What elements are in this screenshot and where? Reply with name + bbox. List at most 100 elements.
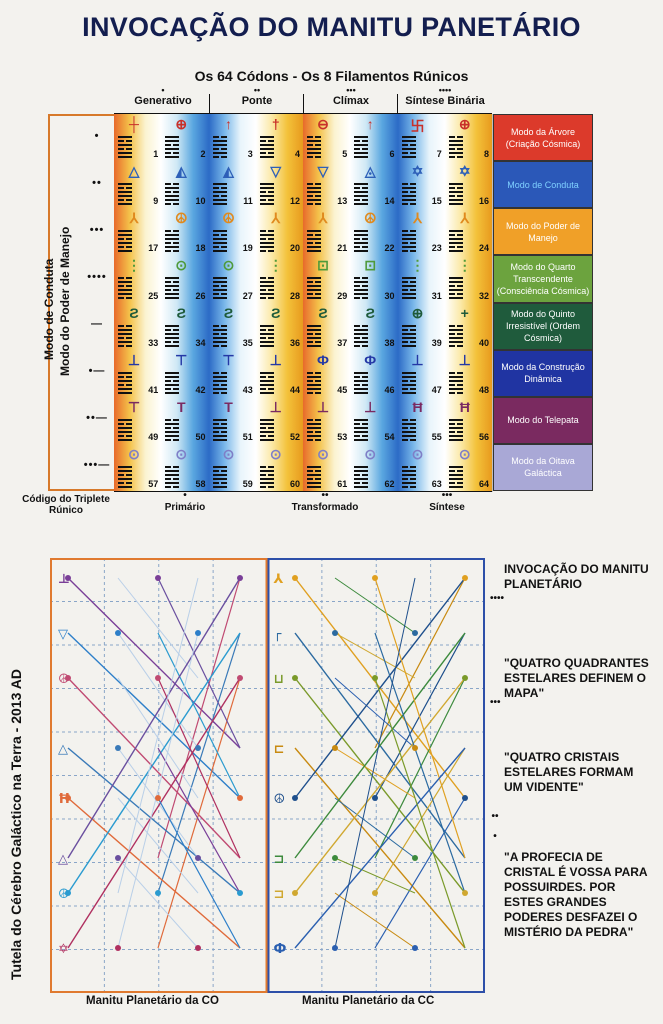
rune-glyph-icon: △ <box>58 852 68 867</box>
hexagram-icon <box>118 136 132 160</box>
hexagram-icon <box>259 371 274 396</box>
node-dot <box>462 890 468 896</box>
footer-sintese-dots: ••• <box>441 490 453 501</box>
rune-glyph-icon: ☮ <box>58 887 70 902</box>
codon-cell: ⊙ 60 <box>255 443 304 492</box>
rune-glyph: ⋮ <box>457 257 472 274</box>
hexagram-icon <box>354 324 369 349</box>
rune-glyph-icon: ✡ <box>58 942 69 957</box>
footer-primario: Primário <box>164 502 206 513</box>
hexagram-icon <box>165 183 180 207</box>
node-dot <box>372 795 378 801</box>
codon-number: 16 <box>478 196 489 207</box>
rune-glyph: T <box>176 398 186 415</box>
hexagram-icon <box>448 465 463 490</box>
codon-cell: ↑ 6 <box>350 114 399 163</box>
manitu-line <box>67 632 241 894</box>
codon-cell: ⅄ 21 <box>303 208 352 257</box>
side-quote-quadrantes: "QUATRO QUADRANTES ESTELARES DEFINEM O M… <box>504 656 649 700</box>
hexagram-icon <box>165 136 180 160</box>
hexagram-icon <box>354 465 369 490</box>
rune-glyph: ⊡ <box>317 257 329 274</box>
codon-cell: ◭ 11 <box>208 161 257 210</box>
column-header-ponte: •• Ponte <box>241 85 273 108</box>
row-marker: ••• <box>89 223 105 236</box>
manitu-line <box>117 632 199 749</box>
hexagram-icon <box>448 230 463 254</box>
codon-cell: ⅄ 20 <box>255 208 304 257</box>
node-dot <box>462 675 468 681</box>
manitu-line <box>157 577 241 859</box>
rune-glyph: ⊙ <box>222 445 235 462</box>
manitu-line <box>157 677 241 859</box>
row-marker: ••— <box>86 412 108 425</box>
rune-glyph: ⅄ <box>460 210 470 227</box>
manitu-line <box>374 677 466 949</box>
codon-number: 24 <box>478 243 489 254</box>
hexagram-icon <box>354 418 369 443</box>
node-dot <box>115 945 121 951</box>
manitu-line <box>67 677 241 949</box>
codon-number: 9 <box>153 196 159 207</box>
rune-glyph: ⊕ <box>458 116 471 132</box>
hexagram-icon <box>401 277 416 301</box>
codon-cell: ⅄ 17 <box>114 208 163 257</box>
node-dot <box>155 795 161 801</box>
node-dot <box>412 630 418 636</box>
codon-number: 11 <box>243 196 253 207</box>
codon-number: 63 <box>431 479 442 489</box>
rune-glyph: ⊥ <box>364 398 377 415</box>
left-label-conduta: Modo de Conduta <box>42 258 56 360</box>
codon-cell: ┼ 1 <box>114 114 163 163</box>
codon-cell: ⊤ 42 <box>161 349 210 398</box>
hexagram-icon <box>354 277 369 301</box>
codon-cell: ⊙ 27 <box>208 255 257 304</box>
rune-glyph: ⊙ <box>175 445 188 462</box>
rune-glyph: ↑ <box>366 116 374 132</box>
node-dot <box>237 890 243 896</box>
manitu-line <box>374 632 466 894</box>
hexagram-icon <box>401 136 416 160</box>
rune-glyph: Ƨ <box>129 304 139 321</box>
node-dot <box>195 745 201 751</box>
hexagram-icon <box>354 371 369 396</box>
codon-number: 20 <box>289 243 300 254</box>
hexagram-icon <box>165 277 180 301</box>
codon-cell: Ƨ 34 <box>161 302 210 351</box>
hexagram-icon <box>165 371 180 396</box>
manitu-line <box>157 632 241 894</box>
node-dot <box>155 890 161 896</box>
codon-number: 19 <box>242 243 253 254</box>
manitu-line <box>117 747 199 859</box>
codon-cell: ⊙ 26 <box>161 255 210 304</box>
row-marker: •••— <box>83 459 111 472</box>
hexagram-icon <box>118 324 132 349</box>
codon-cell: △ 9 <box>114 161 163 210</box>
codon-number: 31 <box>431 290 442 301</box>
codon-cell: Ħ 56 <box>444 396 493 445</box>
codon-number: 10 <box>195 196 206 207</box>
rune-glyph: ⊥ <box>127 351 141 368</box>
rune-glyph: ⅄ <box>129 210 139 227</box>
manitu-line <box>374 577 466 749</box>
rune-glyph: ☮ <box>174 210 188 227</box>
rune-glyph: ⅄ <box>318 210 328 227</box>
hexagram-icon <box>448 277 463 301</box>
node-dot <box>412 745 418 751</box>
codon-number: 51 <box>242 431 253 442</box>
codon-cell: Ф 45 <box>303 349 352 398</box>
codon-number: 22 <box>384 243 395 254</box>
codon-number: 41 <box>148 384 159 395</box>
codon-number: 34 <box>195 337 206 348</box>
rune-glyph: Ƨ <box>176 304 186 321</box>
manitu-diagram: ⊥ ⅄ ▽ ┌ ☮ ⊔ △ ⊏ Ħ ☮ △ ⊐ ☮ ⊐ ✡ Ф <box>50 558 485 993</box>
side-dots-1: • <box>493 831 497 842</box>
codon-cell: ⋮ 25 <box>114 255 163 304</box>
codon-number: 53 <box>337 431 348 442</box>
hexagram-icon <box>401 465 416 490</box>
node-dot <box>155 675 161 681</box>
node-dot <box>372 575 378 581</box>
codon-cell: ⊥ 41 <box>114 349 163 398</box>
codon-number: 49 <box>148 431 159 442</box>
